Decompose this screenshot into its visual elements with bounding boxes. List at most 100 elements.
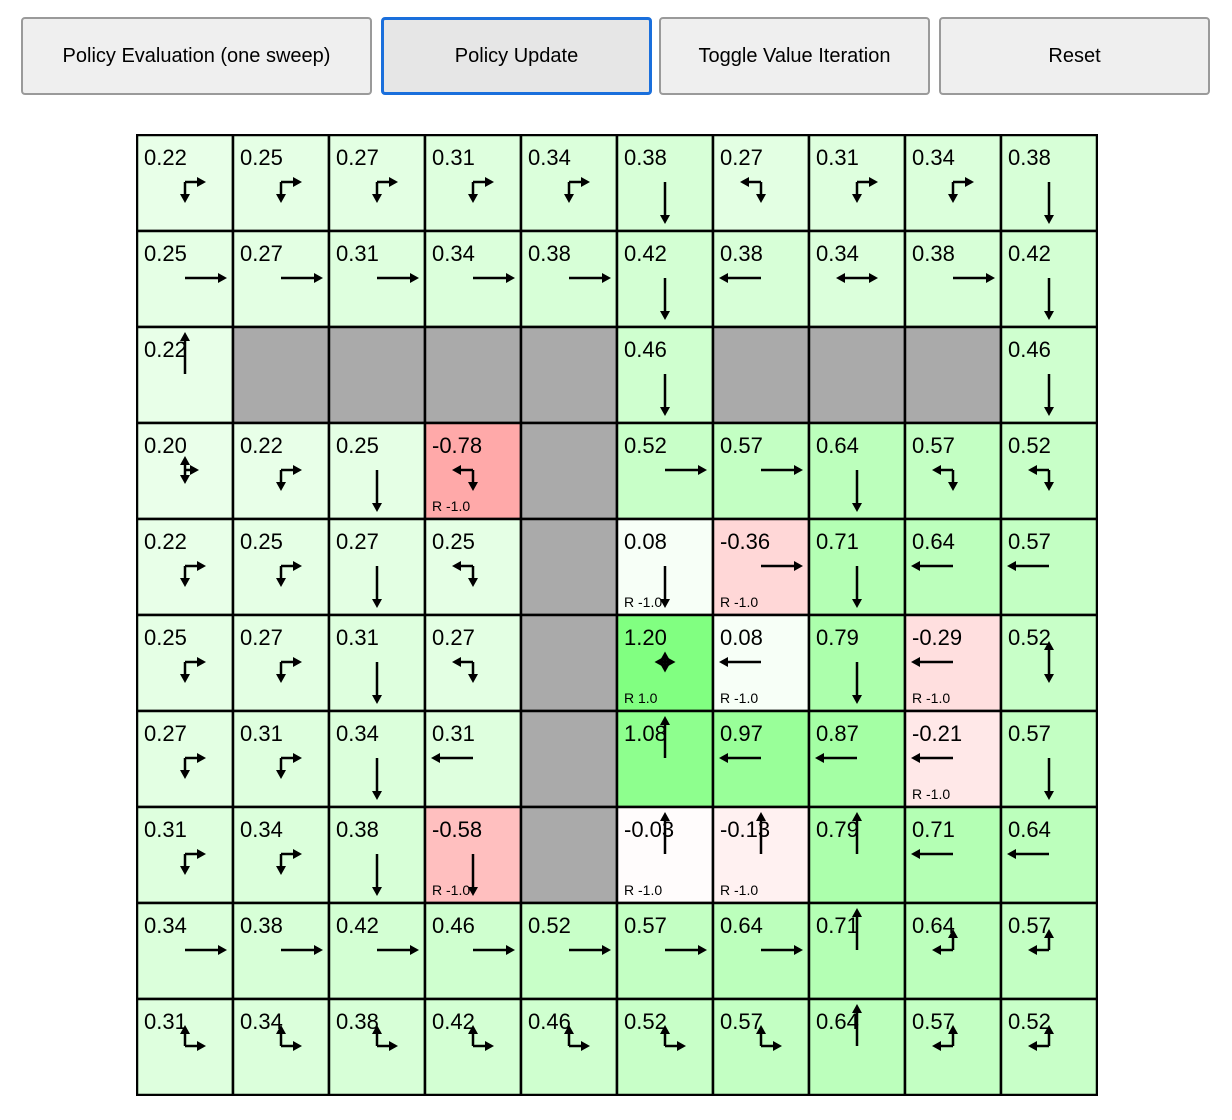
grid-cell[interactable]: 0.38 (903, 229, 1003, 329)
grid-cell[interactable]: -0.36 R -1.0 (711, 517, 811, 617)
grid-cell[interactable]: 0.64 (999, 805, 1098, 905)
wall-cell[interactable] (903, 325, 1003, 425)
grid-cell[interactable]: 0.79 (807, 613, 907, 713)
grid-cell[interactable]: -0.78 R -1.0 (423, 421, 523, 521)
grid-cell[interactable]: -0.58 R -1.0 (423, 805, 523, 905)
grid-cell[interactable]: 0.38 (711, 229, 811, 329)
grid-cell[interactable]: 0.57 (903, 421, 1003, 521)
wall-cell[interactable] (327, 325, 427, 425)
grid-cell[interactable]: 0.27 (327, 134, 427, 233)
grid-cell[interactable]: 0.46 (615, 325, 715, 425)
grid-cell[interactable]: 0.25 (136, 229, 235, 329)
grid-cell[interactable]: 0.25 (423, 517, 523, 617)
wall-cell[interactable] (423, 325, 523, 425)
wall-cell[interactable] (231, 325, 331, 425)
grid-cell[interactable]: 0.71 (903, 805, 1003, 905)
grid-cell[interactable]: 0.52 (615, 421, 715, 521)
grid-cell[interactable]: 0.34 (231, 805, 331, 905)
grid-cell[interactable]: 0.57 (711, 421, 811, 521)
grid-cell[interactable]: 0.08 R -1.0 (711, 613, 811, 713)
grid-cell[interactable]: 0.27 (423, 613, 523, 713)
grid-cell[interactable]: 0.64 (903, 901, 1003, 1001)
grid-cell[interactable]: 0.20 (136, 421, 235, 521)
grid-cell[interactable]: 0.31 (136, 805, 235, 905)
grid-cell[interactable]: 0.27 (327, 517, 427, 617)
grid-cell[interactable]: 0.27 (136, 709, 235, 809)
grid-cell[interactable]: 0.64 (711, 901, 811, 1001)
grid-cell[interactable]: 0.71 (807, 517, 907, 617)
grid-cell[interactable]: 0.64 (807, 421, 907, 521)
wall-cell[interactable] (519, 613, 619, 713)
grid-cell[interactable]: 0.57 (903, 997, 1003, 1096)
grid-cell[interactable]: 0.25 (327, 421, 427, 521)
grid-cell[interactable]: -0.21 R -1.0 (903, 709, 1003, 809)
reset-button[interactable]: Reset (939, 17, 1210, 95)
grid-cell[interactable]: 0.27 (711, 134, 811, 233)
grid-cell[interactable]: 0.79 (807, 805, 907, 905)
grid-cell[interactable]: 0.38 (999, 134, 1098, 233)
grid-cell[interactable]: 0.57 (711, 997, 811, 1096)
grid-cell[interactable]: -0.13R -1.0 (711, 805, 811, 905)
grid-cell[interactable]: 1.20 R 1.0 (615, 613, 715, 713)
grid-cell[interactable]: 0.38 (615, 134, 715, 233)
grid-cell[interactable]: -0.03R -1.0 (615, 805, 715, 905)
grid-cell[interactable]: 0.57 (999, 901, 1098, 1001)
grid-cell[interactable]: 0.52 (519, 901, 619, 1001)
grid-cell[interactable]: 0.57 (999, 517, 1098, 617)
grid-cell[interactable]: 0.42 (615, 229, 715, 329)
grid-cell[interactable]: 0.25 (231, 517, 331, 617)
grid-cell[interactable]: 0.34 (807, 229, 907, 329)
grid-cell[interactable]: 0.52 (615, 997, 715, 1096)
grid-cell[interactable]: 0.31 (423, 709, 523, 809)
grid-cell[interactable]: 0.46 (423, 901, 523, 1001)
grid-cell[interactable]: 0.34 (423, 229, 523, 329)
grid-cell[interactable]: 1.08 (615, 709, 715, 809)
grid-cell[interactable]: 0.22 (231, 421, 331, 521)
grid-cell[interactable]: 0.64 (903, 517, 1003, 617)
wall-cell[interactable] (519, 709, 619, 809)
grid-cell[interactable]: 0.31 (231, 709, 331, 809)
grid-cell[interactable]: 0.71 (807, 901, 907, 1001)
wall-cell[interactable] (519, 421, 619, 521)
policy-evaluation-button[interactable]: Policy Evaluation (one sweep) (21, 17, 372, 95)
wall-cell[interactable] (519, 517, 619, 617)
grid-cell[interactable]: 0.38 (327, 997, 427, 1096)
toggle-value-iteration-button[interactable]: Toggle Value Iteration (659, 17, 930, 95)
grid-cell[interactable]: 0.64 (807, 997, 907, 1096)
grid-cell[interactable]: 0.34 (327, 709, 427, 809)
grid-cell[interactable]: 0.27 (231, 613, 331, 713)
grid-cell[interactable]: 0.42 (327, 901, 427, 1001)
grid-cell[interactable]: 0.38 (519, 229, 619, 329)
grid-cell[interactable]: 0.46 (999, 325, 1098, 425)
grid-cell[interactable]: 0.34 (136, 901, 235, 1001)
grid-cell[interactable]: 0.38 (231, 901, 331, 1001)
grid-cell[interactable]: -0.29 R -1.0 (903, 613, 1003, 713)
grid-cell[interactable]: 0.31 (136, 997, 235, 1096)
grid-cell[interactable]: 0.34 (231, 997, 331, 1096)
grid-cell[interactable]: 0.25 (231, 134, 331, 233)
grid-cell[interactable]: 0.31 (807, 134, 907, 233)
grid-cell[interactable]: 0.52 (999, 613, 1098, 713)
grid-cell[interactable]: 0.46 (519, 997, 619, 1096)
grid-cell[interactable]: 0.57 (615, 901, 715, 1001)
grid-cell[interactable]: 0.97 (711, 709, 811, 809)
grid-cell[interactable]: 0.52 (999, 997, 1098, 1096)
grid-cell[interactable]: 0.87 (807, 709, 907, 809)
grid-cell[interactable]: 0.27 (231, 229, 331, 329)
grid-cell[interactable]: 0.31 (423, 134, 523, 233)
grid-cell[interactable]: 0.22 (136, 517, 235, 617)
grid-cell[interactable]: 0.34 (519, 134, 619, 233)
policy-update-button[interactable]: Policy Update (381, 17, 652, 95)
grid-cell[interactable]: 0.22 (136, 134, 235, 233)
grid-cell[interactable]: 0.57 (999, 709, 1098, 809)
wall-cell[interactable] (519, 805, 619, 905)
grid-cell[interactable]: 0.25 (136, 613, 235, 713)
grid-cell[interactable]: 0.34 (903, 134, 1003, 233)
grid-cell[interactable]: 0.08 R -1.0 (615, 517, 715, 617)
wall-cell[interactable] (711, 325, 811, 425)
grid-cell[interactable]: 0.22 (136, 325, 235, 425)
grid-cell[interactable]: 0.31 (327, 229, 427, 329)
wall-cell[interactable] (807, 325, 907, 425)
wall-cell[interactable] (519, 325, 619, 425)
grid-cell[interactable]: 0.38 (327, 805, 427, 905)
